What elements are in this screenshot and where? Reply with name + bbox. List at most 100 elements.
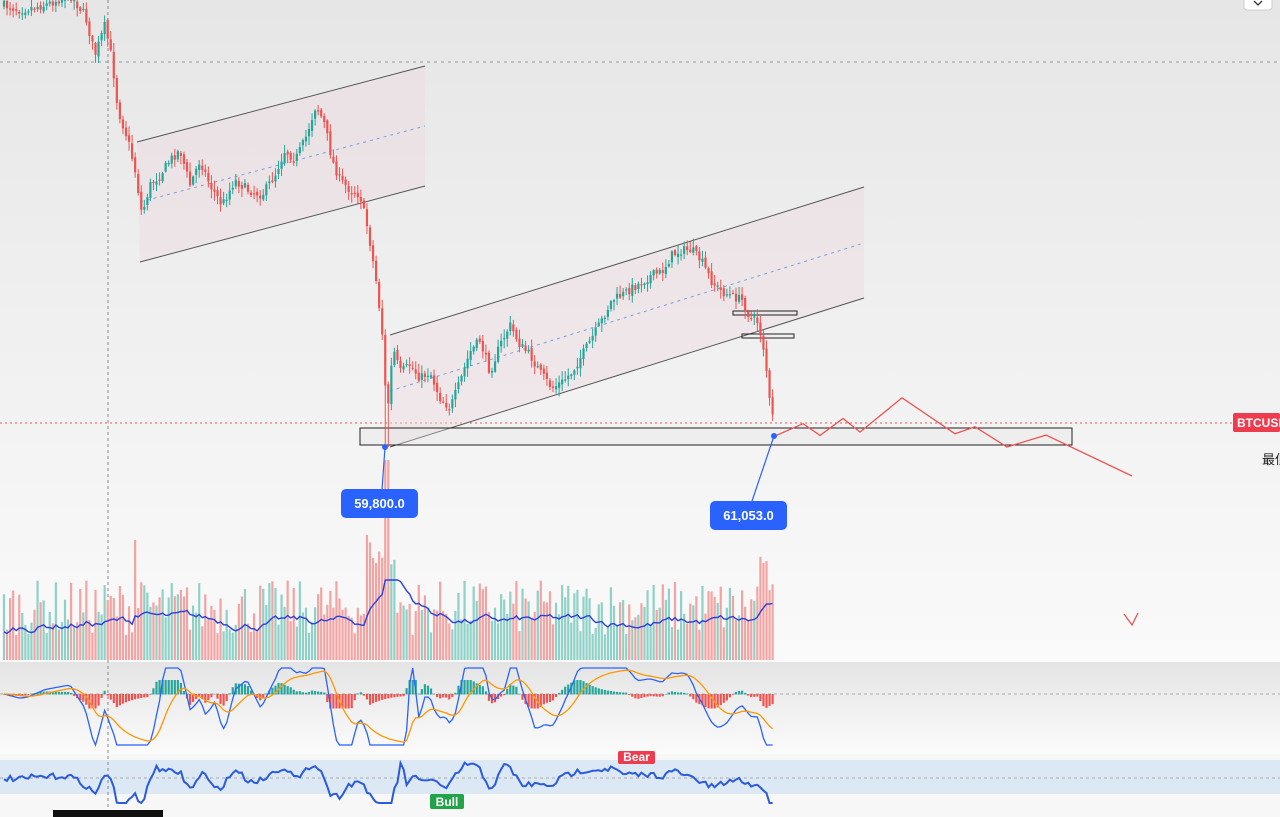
candle[interactable] (265, 181, 268, 202)
candle[interactable] (442, 397, 445, 404)
candle[interactable] (750, 311, 753, 322)
candle[interactable] (475, 337, 478, 351)
candle[interactable] (301, 138, 304, 152)
candle[interactable] (512, 319, 515, 337)
candle[interactable] (515, 327, 518, 342)
candle[interactable] (747, 309, 750, 323)
candle[interactable] (683, 241, 686, 260)
candle[interactable] (48, 0, 51, 7)
candle[interactable] (606, 305, 609, 321)
candle[interactable] (243, 178, 247, 189)
candle[interactable] (15, 2, 18, 16)
candle[interactable] (497, 339, 500, 364)
candle[interactable] (51, 0, 54, 12)
candle[interactable] (149, 178, 152, 201)
candle[interactable] (545, 365, 548, 386)
candle[interactable] (689, 241, 692, 254)
candle[interactable] (18, 9, 21, 19)
candle[interactable] (201, 159, 204, 176)
candle[interactable] (588, 336, 591, 344)
candle[interactable] (283, 145, 286, 166)
candle[interactable] (60, 0, 64, 7)
candle[interactable] (368, 224, 372, 252)
candle[interactable] (204, 164, 207, 177)
candle[interactable] (744, 295, 747, 320)
candle[interactable] (362, 197, 365, 210)
candle[interactable] (219, 188, 222, 212)
candle[interactable] (274, 168, 277, 188)
candle[interactable] (445, 394, 448, 411)
candle[interactable] (298, 142, 301, 156)
candle[interactable] (304, 129, 308, 147)
candle[interactable] (268, 175, 271, 190)
candle[interactable] (271, 172, 274, 184)
candle[interactable] (295, 148, 298, 167)
candle[interactable] (85, 2, 88, 26)
candle[interactable] (143, 199, 146, 214)
candle[interactable] (277, 160, 280, 180)
candle[interactable] (347, 180, 350, 200)
candle[interactable] (192, 175, 195, 186)
candle[interactable] (643, 282, 646, 289)
candle[interactable] (542, 364, 545, 380)
candle[interactable] (725, 288, 728, 298)
candle[interactable] (576, 358, 579, 375)
candle[interactable] (432, 369, 436, 392)
candle[interactable] (317, 104, 320, 116)
candle[interactable] (39, 1, 42, 14)
candle[interactable] (695, 244, 698, 256)
candle[interactable] (567, 368, 570, 387)
candle[interactable] (484, 344, 487, 362)
candle[interactable] (356, 184, 359, 204)
candle[interactable] (329, 124, 332, 159)
candle[interactable] (664, 259, 667, 279)
candle[interactable] (5, 0, 9, 16)
candle[interactable] (393, 347, 396, 368)
candle[interactable] (137, 169, 140, 196)
low-right-callout[interactable]: 61,053.0 (710, 433, 787, 530)
candle[interactable] (88, 17, 91, 45)
candle[interactable] (762, 329, 765, 357)
candle[interactable] (658, 268, 661, 275)
candle[interactable] (131, 134, 134, 162)
candle[interactable] (609, 300, 613, 312)
candle[interactable] (771, 389, 774, 422)
candle[interactable] (731, 289, 735, 295)
candle[interactable] (509, 315, 512, 336)
candle[interactable] (448, 403, 451, 416)
candle[interactable] (307, 123, 311, 145)
candle[interactable] (170, 152, 173, 169)
candle[interactable] (741, 287, 744, 307)
candle[interactable] (701, 250, 704, 267)
candle[interactable] (112, 42, 115, 88)
candle[interactable] (182, 151, 186, 170)
bear-badge[interactable]: Bear (618, 750, 655, 764)
candle[interactable] (216, 186, 219, 205)
candle[interactable] (381, 299, 384, 341)
candle[interactable] (387, 381, 390, 447)
candle[interactable] (173, 148, 176, 167)
candle[interactable] (411, 361, 414, 371)
candle[interactable] (344, 176, 347, 194)
candle[interactable] (469, 342, 472, 367)
candle[interactable] (728, 286, 731, 299)
candle[interactable] (420, 365, 423, 389)
candle[interactable] (76, 0, 79, 17)
candle[interactable] (756, 309, 759, 331)
candle[interactable] (582, 344, 585, 366)
candle[interactable] (210, 175, 213, 199)
candle[interactable] (573, 369, 576, 381)
candle[interactable] (42, 1, 45, 14)
candle[interactable] (167, 160, 170, 167)
candle[interactable] (722, 285, 725, 302)
candle[interactable] (600, 315, 603, 332)
candle[interactable] (487, 350, 491, 375)
candle[interactable] (561, 371, 564, 392)
candle[interactable] (652, 269, 655, 281)
candle[interactable] (759, 315, 762, 343)
candle[interactable] (127, 126, 131, 151)
candle[interactable] (710, 263, 713, 288)
candle[interactable] (506, 329, 509, 347)
candle[interactable] (338, 167, 341, 182)
candle[interactable] (73, 0, 76, 10)
